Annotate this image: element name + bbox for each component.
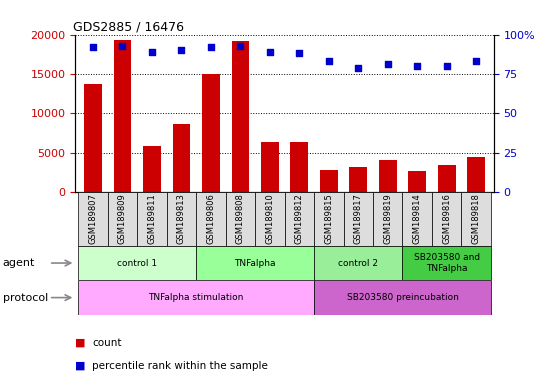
Point [383,61,392,68]
Bar [408,171,426,192]
Point [206,44,215,50]
Text: agent: agent [3,258,35,268]
Point [442,63,451,69]
Bar [78,246,196,280]
Text: GSM189813: GSM189813 [177,194,186,244]
Bar [225,192,255,246]
Text: GSM189814: GSM189814 [413,194,422,244]
Bar [467,157,485,192]
Bar [108,192,137,246]
Text: control 2: control 2 [338,258,378,268]
Bar [402,192,432,246]
Bar [78,192,108,246]
Point [354,65,363,71]
Bar [167,192,196,246]
Bar [344,192,373,246]
Bar [232,41,249,192]
Bar [379,160,397,192]
Text: GSM189811: GSM189811 [147,194,156,244]
Text: GSM189819: GSM189819 [383,194,392,244]
Bar [137,192,167,246]
Point [295,50,304,56]
Text: GSM189817: GSM189817 [354,194,363,244]
Point [236,43,245,49]
Text: GSM189816: GSM189816 [442,194,451,244]
Bar [291,142,308,192]
Bar [349,167,367,192]
Text: ■: ■ [75,361,86,371]
Point [472,58,480,65]
Bar [438,165,455,192]
Text: protocol: protocol [3,293,48,303]
Text: SB203580 and
TNFalpha: SB203580 and TNFalpha [413,253,480,273]
Point [413,63,422,69]
Bar [461,192,491,246]
Text: control 1: control 1 [117,258,157,268]
Text: SB203580 preincubation: SB203580 preincubation [347,293,459,302]
Bar [114,40,131,192]
Bar [196,246,314,280]
Text: percentile rank within the sample: percentile rank within the sample [92,361,268,371]
Bar [373,192,402,246]
Bar [432,192,461,246]
Text: TNFalpha stimulation: TNFalpha stimulation [148,293,244,302]
Bar [314,246,402,280]
Bar [285,192,314,246]
Point [324,58,333,65]
Text: GSM189807: GSM189807 [89,194,98,244]
Bar [172,124,190,192]
Text: GSM189812: GSM189812 [295,194,304,244]
Text: GSM189806: GSM189806 [206,194,215,244]
Point [147,49,156,55]
Text: GSM189808: GSM189808 [236,194,245,244]
Text: GDS2885 / 16476: GDS2885 / 16476 [73,20,184,33]
Point [177,47,186,53]
Text: GSM189810: GSM189810 [266,194,275,244]
Text: ■: ■ [75,338,86,348]
Bar [255,192,285,246]
Text: count: count [92,338,122,348]
Bar [402,246,491,280]
Text: GSM189815: GSM189815 [324,194,333,244]
Bar [196,192,225,246]
Bar [143,146,161,192]
Bar [84,84,102,192]
Point [266,49,275,55]
Bar [202,74,220,192]
Point [118,43,127,49]
Text: GSM189809: GSM189809 [118,194,127,244]
Bar [314,192,344,246]
Bar [320,170,338,192]
Bar [78,280,314,315]
Text: TNFalpha: TNFalpha [234,258,276,268]
Bar [261,142,278,192]
Bar [314,280,491,315]
Point [89,44,98,50]
Text: GSM189818: GSM189818 [472,194,480,244]
